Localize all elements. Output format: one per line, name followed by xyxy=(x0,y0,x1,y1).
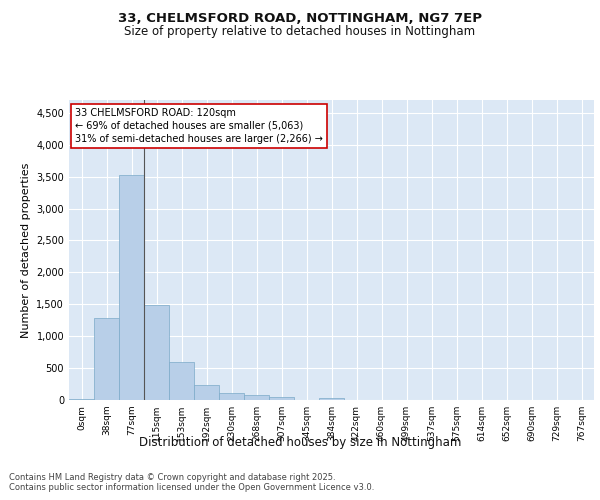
Bar xyxy=(119,174,144,400)
Text: Distribution of detached houses by size in Nottingham: Distribution of detached houses by size … xyxy=(139,436,461,449)
Y-axis label: Number of detached properties: Number of detached properties xyxy=(21,162,31,338)
Text: 33, CHELMSFORD ROAD, NOTTINGHAM, NG7 7EP: 33, CHELMSFORD ROAD, NOTTINGHAM, NG7 7EP xyxy=(118,12,482,26)
Bar xyxy=(194,384,219,400)
Text: Contains HM Land Registry data © Crown copyright and database right 2025.
Contai: Contains HM Land Registry data © Crown c… xyxy=(9,472,374,492)
Bar xyxy=(144,305,169,400)
Bar xyxy=(244,395,269,400)
Bar xyxy=(69,398,94,400)
Text: Size of property relative to detached houses in Nottingham: Size of property relative to detached ho… xyxy=(124,25,476,38)
Bar xyxy=(319,398,344,400)
Bar xyxy=(94,318,119,400)
Text: 33 CHELMSFORD ROAD: 120sqm
← 69% of detached houses are smaller (5,063)
31% of s: 33 CHELMSFORD ROAD: 120sqm ← 69% of deta… xyxy=(76,108,323,144)
Bar xyxy=(219,393,244,400)
Bar xyxy=(269,397,294,400)
Bar xyxy=(169,362,194,400)
